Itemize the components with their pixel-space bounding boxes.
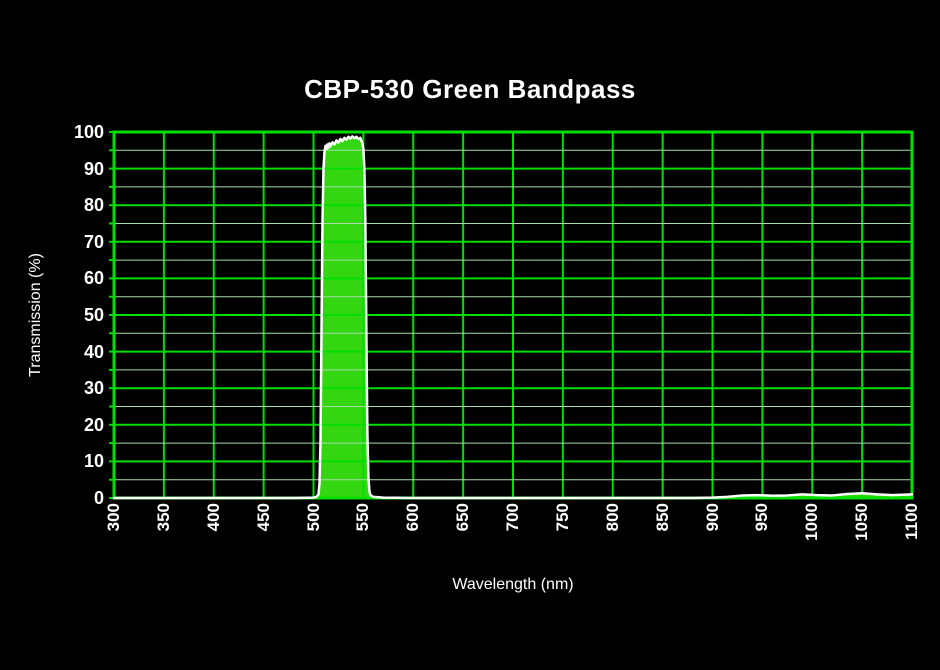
x-axis-title: Wavelength (nm) <box>452 576 574 593</box>
y-tick-label: 60 <box>83 268 104 289</box>
y-tick-label: 80 <box>83 195 104 216</box>
x-tick-label: 300 <box>104 503 123 532</box>
x-tick-label: 500 <box>303 503 323 532</box>
x-tick-label: 1100 <box>902 503 921 540</box>
x-tick-label: 650 <box>453 503 473 532</box>
x-tick-label: 550 <box>353 503 373 532</box>
x-tick-label: 1050 <box>852 503 872 541</box>
x-tick-label: 850 <box>652 503 672 532</box>
y-tick-label: 20 <box>83 414 104 435</box>
y-tick-label: 100 <box>73 122 104 142</box>
chart-title: CBP-530 Green Bandpass <box>304 74 636 104</box>
y-tick-label: 30 <box>83 378 104 399</box>
x-tick-label: 350 <box>153 503 173 532</box>
x-tick-label: 750 <box>552 503 572 532</box>
transmission-curve <box>112 135 914 500</box>
x-tick-label: 450 <box>253 503 273 532</box>
y-tick-label: 40 <box>83 341 104 362</box>
y-tick-label: 10 <box>83 451 104 472</box>
y-tick-label: 50 <box>83 305 104 325</box>
x-tick-label: 600 <box>403 503 423 532</box>
x-tick-label: 900 <box>702 503 722 532</box>
plot-area <box>109 130 914 500</box>
y-tick-label: 70 <box>83 231 104 252</box>
x-tick-label: 400 <box>203 503 223 532</box>
y-tick-label: 0 <box>93 488 104 508</box>
y-tick-label: 90 <box>83 158 104 179</box>
x-tick-label: 700 <box>503 503 522 532</box>
x-tick-label: 800 <box>602 503 622 532</box>
x-tick-label: 1000 <box>802 503 822 541</box>
x-tick-label: 950 <box>752 503 772 532</box>
